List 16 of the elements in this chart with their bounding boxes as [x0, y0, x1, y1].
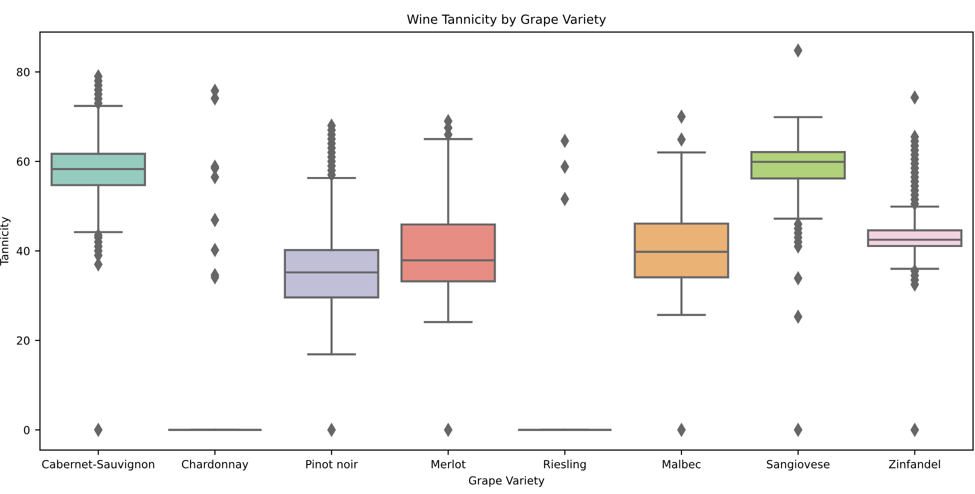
x-tick-label: Chardonnay	[182, 460, 248, 471]
y-tick-label: 40	[16, 246, 30, 256]
x-tick-label: Cabernet-Sauvignon	[42, 460, 154, 471]
y-axis-title: Tannicity	[0, 216, 11, 266]
x-tick-label: Riesling	[544, 460, 586, 471]
chart-title: Wine Tannicity by Grape Variety	[407, 14, 606, 26]
x-tick-label: Sangiovese	[766, 460, 830, 471]
x-tick-label: Zinfandel	[888, 460, 940, 468]
y-tick-label: 60	[16, 157, 30, 166]
x-tick-label: Pinot noir	[306, 460, 358, 468]
x-tick-label: Malbec	[662, 460, 701, 468]
x-tick-label: Merlot	[432, 460, 466, 468]
y-tick-label: 20	[16, 336, 30, 345]
y-tick-label: 80	[16, 68, 30, 76]
y-tick-label: 0	[24, 426, 30, 434]
x-axis-title: Grape Variety	[468, 476, 544, 487]
